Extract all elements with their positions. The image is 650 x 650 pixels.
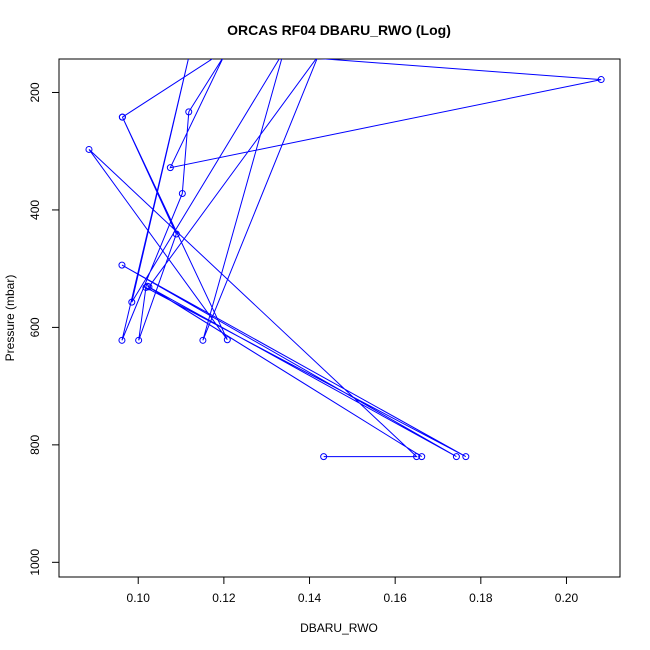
data-point	[418, 453, 426, 461]
x-tick-label: 0.12	[212, 591, 236, 605]
data-point	[172, 230, 180, 238]
x-tick-label: 0.16	[383, 591, 407, 605]
data-point	[118, 261, 126, 269]
data-point	[118, 113, 126, 121]
chart-title: ORCAS RF04 DBARU_RWO (Log)	[227, 22, 451, 38]
data-point	[142, 283, 150, 291]
data-point	[85, 145, 93, 153]
data-point	[178, 189, 186, 197]
data-point	[128, 298, 136, 306]
plot-frame	[58, 58, 621, 578]
data-point	[320, 453, 328, 461]
x-tick-label: 0.18	[469, 591, 493, 605]
y-tick-label: 600	[28, 317, 42, 337]
y-tick-label: 1000	[28, 549, 42, 576]
data-point	[185, 108, 193, 116]
data-point	[462, 453, 470, 461]
data-point	[118, 336, 126, 344]
data-point	[597, 76, 605, 84]
y-axis-label: Pressure (mbar)	[3, 275, 17, 362]
y-axis: 200 400 600 800 1000	[28, 82, 59, 576]
x-tick-label: 0.10	[127, 591, 151, 605]
x-tick-label: 0.20	[555, 591, 579, 605]
data-point	[199, 336, 207, 344]
data-point	[135, 336, 143, 344]
y-tick-label: 800	[28, 435, 42, 455]
y-tick-label: 400	[28, 200, 42, 220]
x-axis-label: DBARU_RWO	[300, 621, 378, 635]
series-layer	[85, 59, 605, 461]
data-point	[452, 453, 460, 461]
data-point	[223, 336, 231, 344]
data-point	[166, 164, 174, 172]
data-point	[413, 453, 421, 461]
x-axis: 0.10 0.12 0.14 0.16 0.18 0.20	[127, 577, 579, 605]
series-line	[88, 59, 602, 458]
y-tick-label: 200	[28, 82, 42, 102]
x-tick-label: 0.14	[298, 591, 322, 605]
data-point	[145, 283, 153, 291]
